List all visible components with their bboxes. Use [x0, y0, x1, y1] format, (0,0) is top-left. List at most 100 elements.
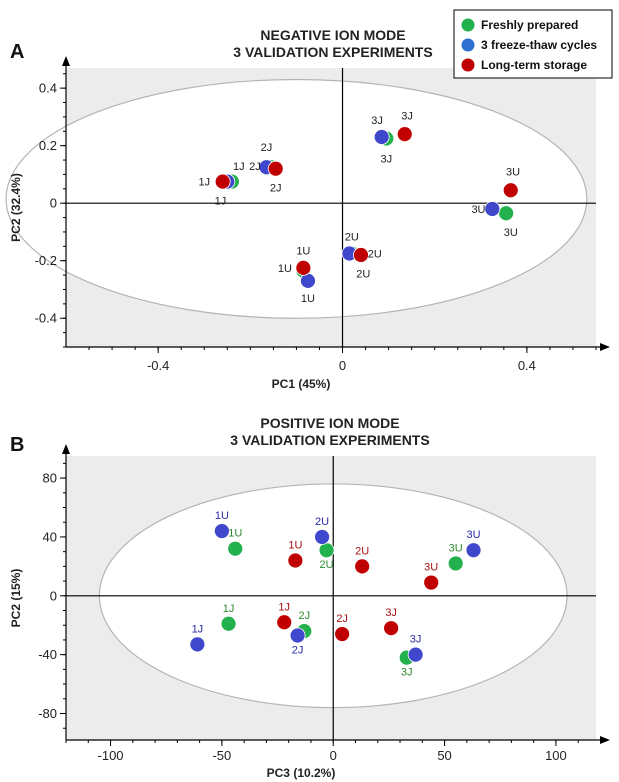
chart-b-x-axis-arrow [600, 736, 610, 744]
chart-a-point-label: 2U [345, 231, 359, 243]
chart-a-y-tick-label: 0.4 [39, 81, 57, 96]
chart-b-point-label: 2U [315, 516, 329, 528]
legend-marker-freeze-thaw [461, 38, 475, 52]
chart-a-point-label: 1J [215, 195, 227, 207]
chart-a-x-tick-label: 0 [339, 358, 346, 373]
chart-b-point-label: 1J [192, 623, 204, 635]
chart-b-point [276, 614, 293, 631]
chart-b-point [213, 523, 230, 539]
chart-b-y-tick-label: 40 [43, 529, 57, 544]
panel-a-negative-ion-mode: A NEGATIVE ION MODE 3 VALIDATION EXPERIM… [5, 27, 610, 391]
panel-letter-b: B [10, 434, 24, 456]
chart-b-y-axis-arrow [62, 444, 70, 454]
chart-a-point [498, 205, 515, 222]
chart-b-point [383, 620, 400, 637]
chart-a-point [373, 129, 390, 145]
chart-a-point-label: 2J [261, 142, 273, 154]
chart-a-title-line2: 3 VALIDATION EXPERIMENTS [233, 44, 432, 60]
chart-b-y-axis-title: PC2 (15%) [9, 569, 23, 628]
chart-a-point [295, 260, 312, 276]
chart-a-point [267, 160, 284, 177]
chart-b-point-label: 3J [401, 667, 413, 679]
chart-b-point [354, 558, 371, 575]
chart-b-y-tick-label: -80 [38, 706, 57, 721]
chart-a-y-axis-arrow [62, 56, 70, 66]
chart-a-x-axis-arrow [600, 343, 610, 351]
chart-a-point-label: 2U [356, 269, 370, 281]
chart-a-point [214, 173, 231, 190]
chart-b-x-tick-label: 100 [545, 748, 567, 763]
chart-b-x-axis-title: PC3 (10.2%) [267, 766, 336, 780]
chart-b-point [423, 574, 440, 591]
chart-b-point-label: 1J [278, 601, 290, 613]
chart-a-point-label: 3J [371, 115, 383, 127]
chart-a-point-label: 1U [301, 293, 315, 305]
chart-b-point-label: 1U [215, 510, 229, 522]
chart-a-y-axis-title: PC2 (32.4%) [9, 173, 23, 242]
chart-a-point-label: 3U [506, 167, 520, 179]
chart-b-point-label: 1J [223, 603, 235, 615]
chart-a-point [353, 247, 369, 263]
chart-a-x-tick-label: -0.4 [147, 358, 169, 373]
chart-b-point [334, 626, 351, 642]
chart-a-y-tick-label: -0.4 [35, 311, 57, 326]
chart-a-point-label: 3U [504, 227, 518, 239]
chart-a-point-label: 3U [471, 204, 485, 216]
chart-a-point [502, 182, 519, 199]
chart-b-point [318, 542, 335, 559]
chart-b-point-label: 2J [336, 613, 348, 625]
chart-b-point-label: 3U [424, 562, 438, 574]
chart-b-point-label: 2U [320, 559, 334, 571]
chart-b-point [465, 542, 482, 559]
chart-b-point [447, 555, 464, 572]
chart-b-x-tick-label: -50 [212, 748, 231, 763]
chart-b-y-tick-label: 80 [43, 471, 57, 486]
chart-b-point-label: 3J [410, 634, 422, 646]
chart-b-point [407, 646, 424, 663]
chart-a-y-tick-label: 0 [50, 196, 57, 211]
chart-b-point [189, 636, 206, 653]
chart-a-point-label: 3J [380, 154, 392, 166]
chart-a-confidence-ellipse [5, 78, 588, 319]
chart-b-point-label: 1U [228, 528, 242, 540]
chart-b-point-label: 3J [385, 607, 397, 619]
panel-b-positive-ion-mode: B POSITIVE ION MODE 3 VALIDATION EXPERIM… [9, 415, 610, 780]
chart-b-point-label: 2J [298, 610, 310, 622]
chart-b-point-label: 1U [288, 539, 302, 551]
chart-a-point [396, 126, 413, 143]
chart-b-point [289, 627, 306, 644]
legend-marker-long-term-storage [461, 58, 475, 72]
legend-box [453, 9, 613, 79]
legend-label-freeze-thaw: 3 freeze-thaw cycles [481, 38, 597, 52]
legend: Freshly prepared 3 freeze-thaw cycles Lo… [453, 9, 613, 79]
chart-b-x-tick-label: 50 [437, 748, 451, 763]
chart-b-x-tick-label: -100 [98, 748, 124, 763]
chart-b-point-label: 2J [292, 645, 304, 657]
chart-a-point [484, 201, 501, 217]
chart-a-y-tick-label: -0.2 [35, 253, 57, 268]
panel-letter-a: A [10, 41, 24, 63]
chart-b-point [220, 615, 237, 632]
chart-b-point [287, 552, 304, 569]
chart-b-y-tick-label: 0 [50, 588, 57, 603]
chart-b-title-line2: 3 VALIDATION EXPERIMENTS [230, 432, 429, 448]
chart-a-x-tick-label: 0.4 [518, 358, 536, 373]
chart-b-point-label: 2U [355, 545, 369, 557]
chart-b-title-line1: POSITIVE ION MODE [260, 415, 399, 431]
chart-b-point [314, 529, 330, 545]
chart-a-x-axis-title: PC1 (45%) [272, 377, 331, 391]
chart-a-point-label: 2J [270, 182, 282, 194]
chart-b-x-tick-label: 0 [330, 748, 337, 763]
chart-a-point-label: 1J [233, 161, 245, 173]
chart-a-y-tick-label: 0.2 [39, 138, 57, 153]
legend-label-long-term-storage: Long-term storage [481, 58, 587, 72]
chart-b-y-tick-label: -40 [38, 647, 57, 662]
chart-a-point-label: 2J [249, 161, 261, 173]
legend-label-freshly-prepared: Freshly prepared [481, 18, 578, 32]
chart-a-title-line1: NEGATIVE ION MODE [260, 27, 405, 43]
chart-a-point-label: 1J [198, 177, 210, 189]
legend-marker-freshly-prepared [461, 18, 475, 32]
chart-a-point-label: 3J [401, 110, 413, 122]
chart-b-point-label: 3U [466, 529, 480, 541]
